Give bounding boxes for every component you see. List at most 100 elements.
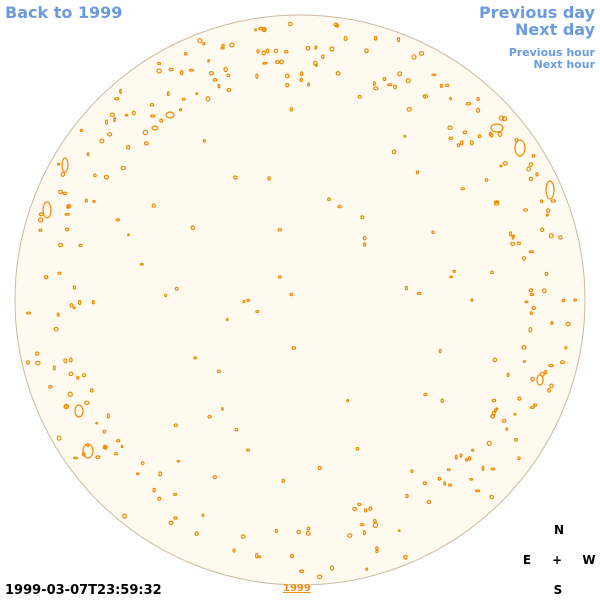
contour-mark <box>234 427 239 432</box>
magnetic-contours <box>26 21 577 580</box>
contour-mark <box>501 418 507 423</box>
contour-mark <box>281 478 286 483</box>
contour-mark <box>190 225 196 231</box>
contour-mark <box>42 201 52 219</box>
contour-mark <box>528 250 535 254</box>
contour-mark <box>533 403 538 407</box>
contour-mark <box>494 201 500 206</box>
contour-mark <box>168 67 174 72</box>
contour-mark <box>565 321 571 327</box>
contour-mark <box>403 134 407 138</box>
contour-mark <box>79 128 84 132</box>
contour-mark <box>526 166 531 172</box>
contour-mark <box>69 357 73 363</box>
contour-mark <box>531 305 537 311</box>
contour-mark <box>387 83 393 87</box>
contour-mark <box>82 443 94 459</box>
contour-mark <box>34 351 40 356</box>
contour-mark <box>347 533 353 538</box>
contour-mark <box>469 140 474 146</box>
contour-mark <box>164 293 168 298</box>
contour-mark <box>216 369 221 374</box>
contour-mark <box>233 175 238 180</box>
contour-mark <box>438 348 442 354</box>
contour-mark <box>372 81 376 86</box>
contour-mark <box>454 454 458 460</box>
contour-mark <box>362 530 366 536</box>
contour-mark <box>491 398 497 403</box>
contour-mark <box>255 552 259 559</box>
contour-mark <box>195 92 199 96</box>
contour-mark <box>225 317 229 322</box>
contour-mark <box>166 91 170 97</box>
contour-mark <box>357 94 362 99</box>
contour-mark <box>505 427 509 431</box>
previous-hour-link[interactable]: Previous hour <box>508 46 595 59</box>
year-link[interactable]: 1999 <box>283 583 311 594</box>
contour-mark <box>274 528 278 534</box>
next-hour-link[interactable]: Next hour <box>533 58 596 71</box>
contour-mark <box>447 125 453 131</box>
contour-mark <box>517 396 522 401</box>
contour-mark <box>283 50 289 54</box>
contour-mark <box>84 400 90 405</box>
contour-mark <box>415 170 419 175</box>
contour-mark <box>58 189 63 195</box>
contour-mark <box>494 408 497 413</box>
compass-east: E <box>522 553 532 567</box>
contour-mark <box>397 36 401 43</box>
contour-mark <box>57 271 62 275</box>
contour-mark <box>174 286 179 291</box>
contour-mark <box>499 164 503 168</box>
contour-mark <box>440 398 445 404</box>
contour-mark <box>125 145 131 150</box>
contour-mark <box>197 38 203 44</box>
contour-mark <box>513 412 517 416</box>
contour-mark <box>289 292 294 297</box>
contour-mark <box>490 123 504 133</box>
contour-mark <box>194 531 199 536</box>
contour-mark <box>391 149 397 155</box>
contour-mark <box>312 60 318 66</box>
contour-mark <box>548 233 554 239</box>
contour-mark <box>56 435 62 441</box>
contour-mark <box>474 489 481 493</box>
contour-mark <box>448 483 453 487</box>
contour-mark <box>106 413 111 419</box>
contour-mark <box>477 134 482 139</box>
contour-mark <box>60 171 66 177</box>
contour-mark <box>573 298 577 302</box>
contour-mark <box>296 529 302 535</box>
contour-mark <box>360 215 365 220</box>
contour-mark <box>404 285 409 291</box>
contour-mark <box>102 444 108 450</box>
contour-mark <box>72 306 76 310</box>
contour-mark <box>262 61 268 65</box>
contour-mark <box>157 496 162 501</box>
contour-mark <box>305 45 311 51</box>
contour-mark <box>220 407 224 411</box>
contour-mark <box>135 472 140 476</box>
contour-mark <box>299 77 304 83</box>
contour-mark <box>202 139 206 143</box>
contour-mark <box>484 178 489 182</box>
contour-mark <box>289 107 294 112</box>
contour-mark <box>156 61 162 66</box>
contour-mark <box>217 83 221 89</box>
contour-mark <box>158 471 163 477</box>
contour-mark <box>124 113 129 117</box>
contour-mark <box>330 565 335 571</box>
contour-mark <box>173 423 178 428</box>
contour-mark <box>72 285 77 290</box>
previous-day-link[interactable]: Previous day <box>478 3 595 22</box>
contour-mark <box>173 516 178 520</box>
contour-mark <box>449 275 454 279</box>
contour-mark <box>382 76 387 81</box>
next-day-link[interactable]: Next day <box>515 20 595 39</box>
contour-mark <box>193 356 198 360</box>
back-to-year-link[interactable]: Back to 1999 <box>5 3 123 22</box>
contour-mark <box>267 176 271 181</box>
contour-mark <box>103 445 107 449</box>
contour-mark <box>317 465 322 471</box>
